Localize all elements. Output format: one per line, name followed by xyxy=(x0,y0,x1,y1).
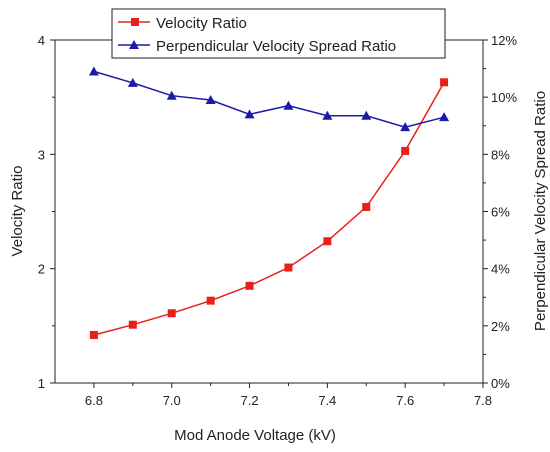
y-right-tick-label: 12% xyxy=(491,33,517,48)
y-left-tick-label: 2 xyxy=(38,262,45,277)
point-velocity-ratio xyxy=(245,281,254,290)
point-spread-ratio xyxy=(322,110,333,120)
legend-marker-square xyxy=(131,18,139,26)
point-velocity-ratio xyxy=(206,296,215,305)
chart-axes: 6.8 7.0 7.2 7.4 7.6 7.8 1 2 3 4 0% 2% 4% 6% 8% 10% 12% xyxy=(38,33,518,408)
point-spread-ratio xyxy=(283,100,294,110)
x-tick-label: 7.0 xyxy=(163,393,181,408)
y-axis-left-title: Velocity Ratio xyxy=(9,166,26,257)
legend: Velocity Ratio Perpendicular Velocity Sp… xyxy=(111,8,446,59)
x-tick-label: 7.6 xyxy=(396,393,414,408)
point-spread-ratio xyxy=(244,109,255,119)
x-tick-label: 7.4 xyxy=(318,393,336,408)
y-right-tick-label: 0% xyxy=(491,376,510,391)
legend-label-spread-ratio: Perpendicular Velocity Spread Ratio xyxy=(156,38,396,55)
point-velocity-ratio xyxy=(89,330,98,339)
point-spread-ratio xyxy=(205,95,216,105)
point-spread-ratio xyxy=(127,77,138,87)
point-velocity-ratio xyxy=(323,237,332,246)
legend-box xyxy=(111,8,446,59)
point-spread-ratio xyxy=(439,112,450,122)
x-tick-label: 6.8 xyxy=(85,393,103,408)
x-axis-title: Mod Anode Voltage (kV) xyxy=(174,427,336,444)
chart-marks xyxy=(88,66,450,339)
y-axis-right-title: Perpendicular Velocity Spread Ratio xyxy=(532,91,549,331)
y-left-tick-label: 4 xyxy=(38,33,45,48)
point-spread-ratio xyxy=(88,66,99,76)
y-right-tick-label: 4% xyxy=(491,262,510,277)
y-right-tick-label: 8% xyxy=(491,147,510,162)
y-left-tick-label: 3 xyxy=(38,147,45,162)
point-velocity-ratio xyxy=(167,309,176,318)
point-velocity-ratio xyxy=(440,78,449,87)
legend-label-velocity-ratio: Velocity Ratio xyxy=(156,15,247,32)
point-velocity-ratio xyxy=(128,320,137,329)
x-tick-label: 7.8 xyxy=(474,393,492,408)
y-left-tick-label: 1 xyxy=(38,376,45,391)
y-right-tick-label: 10% xyxy=(491,90,517,105)
y-right-tick-label: 6% xyxy=(491,205,510,220)
point-velocity-ratio xyxy=(362,202,371,211)
point-velocity-ratio xyxy=(401,146,410,155)
point-spread-ratio xyxy=(400,122,411,132)
point-spread-ratio xyxy=(166,90,177,100)
legend-marker-triangle xyxy=(129,40,139,49)
series-line-velocity-ratio xyxy=(93,81,445,336)
plot-frame xyxy=(54,39,484,384)
point-velocity-ratio xyxy=(284,263,293,272)
x-tick-label: 7.2 xyxy=(241,393,259,408)
series-line-spread-ratio xyxy=(93,70,445,128)
point-spread-ratio xyxy=(361,110,372,120)
y-right-tick-label: 2% xyxy=(491,319,510,334)
